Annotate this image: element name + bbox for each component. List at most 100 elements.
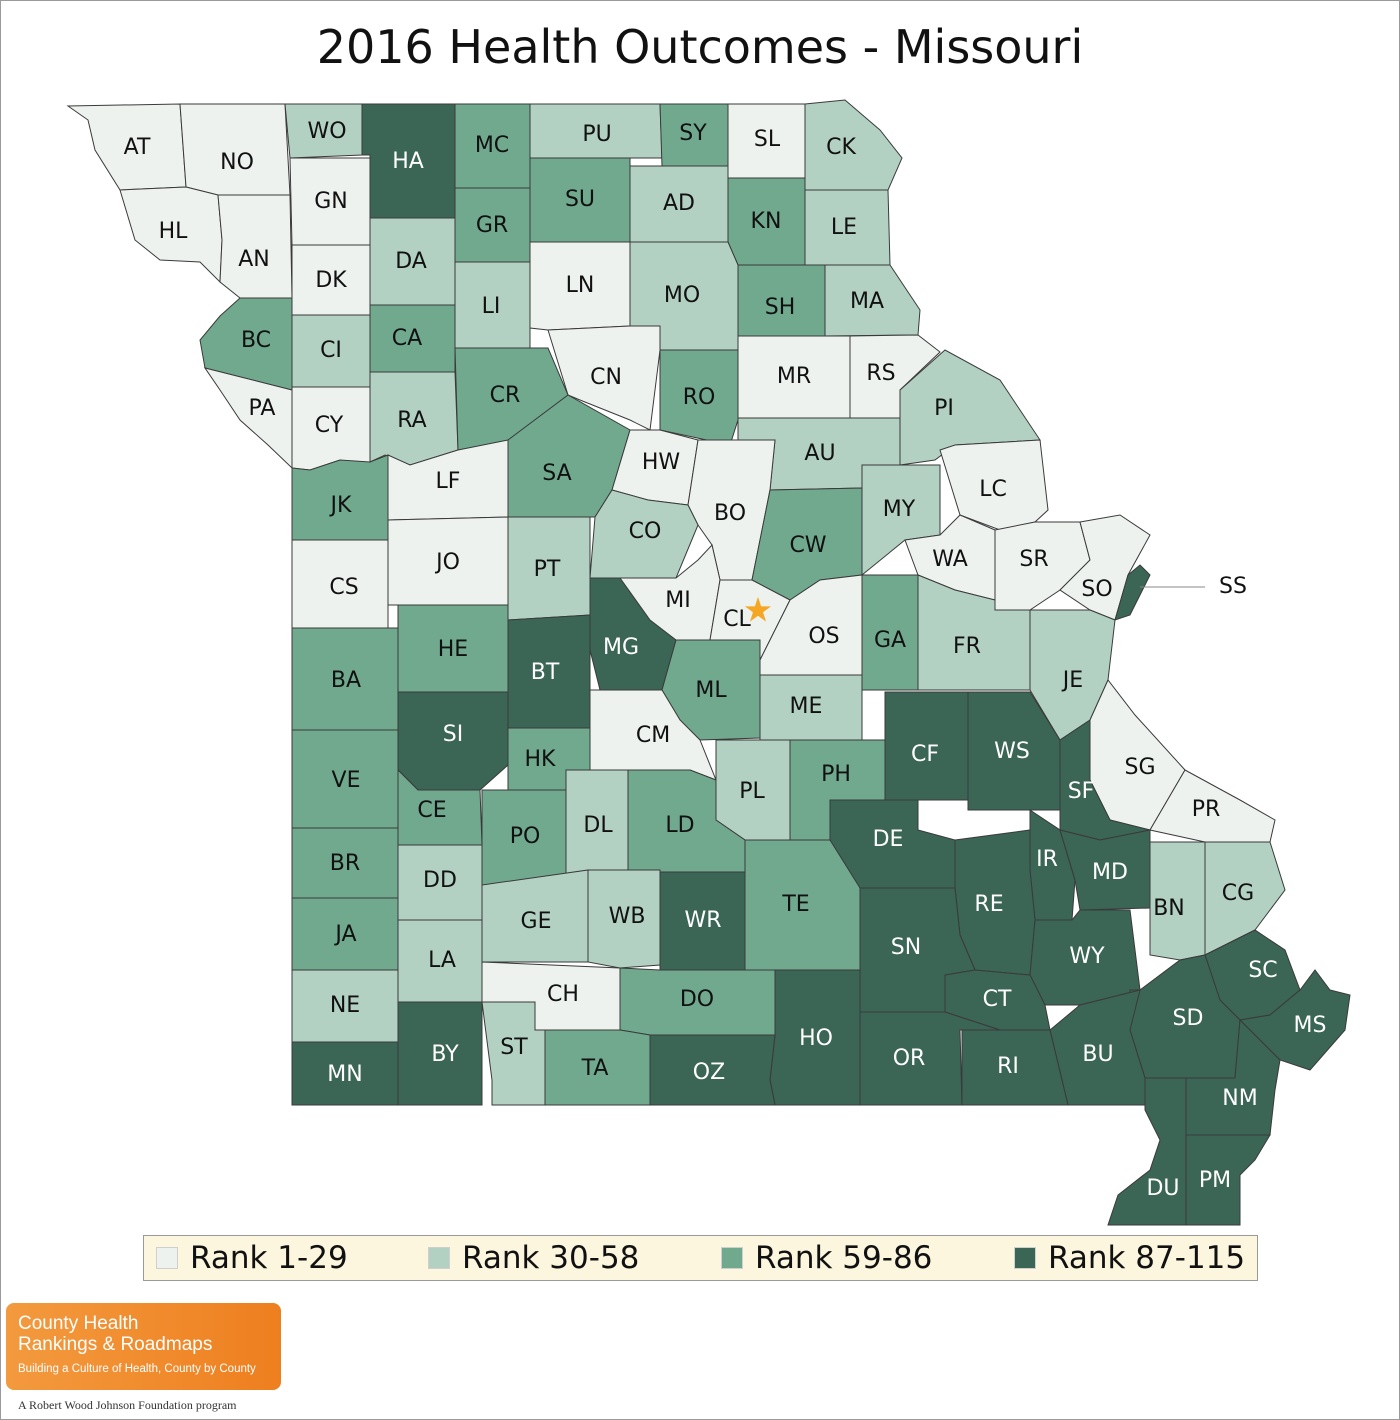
county-label-du: DU <box>1146 1176 1179 1201</box>
county-label-bu: BU <box>1082 1042 1113 1067</box>
county-label-cn: CN <box>590 365 622 390</box>
county-label-cg: CG <box>1222 881 1254 906</box>
county-label-pu: PU <box>582 122 611 147</box>
legend-item-rank-4: Rank 87-115 <box>1014 1236 1245 1280</box>
county-label-oz: OZ <box>693 1060 725 1085</box>
county-label-mc: MC <box>475 133 509 158</box>
county-label-gn: GN <box>314 189 348 214</box>
county-label-sh: SH <box>765 295 796 320</box>
legend-item-rank-3: Rank 59-86 <box>721 1236 932 1280</box>
county-label-ml: ML <box>695 678 727 703</box>
legend-swatch <box>428 1247 450 1269</box>
county-label-ln: LN <box>566 273 595 298</box>
county-label-rs: RS <box>866 361 895 386</box>
county-label-ct: CT <box>983 987 1012 1012</box>
county-label-cy: CY <box>315 413 344 438</box>
logo-tagline: Building a Culture of Health, County by … <box>18 1363 256 1375</box>
county-label-ha: HA <box>392 149 424 174</box>
county-health-rankings-logo[interactable]: County Health Rankings & Roadmaps Buildi… <box>6 1303 281 1390</box>
county-label-wa: WA <box>932 547 968 572</box>
county-label-lf: LF <box>436 469 461 494</box>
county-label-fr: FR <box>953 634 981 659</box>
county-label-ca: CA <box>392 326 422 351</box>
legend-item-rank-1: Rank 1-29 <box>156 1236 348 1280</box>
county-label-dl: DL <box>583 813 613 838</box>
county-label-bt: BT <box>531 660 560 685</box>
county-label-pi: PI <box>934 396 954 421</box>
county-label-by: BY <box>431 1042 459 1067</box>
county-label-jk: JK <box>329 493 352 518</box>
county-label-cw: CW <box>789 533 826 558</box>
county-label-re: RE <box>974 892 1003 917</box>
county-label-kn: KN <box>751 209 782 234</box>
county-label-po: PO <box>510 824 541 849</box>
county-label-or: OR <box>893 1046 926 1071</box>
county-label-mn: MN <box>327 1062 362 1087</box>
county-label-so: SO <box>1081 577 1112 602</box>
county-label-sd: SD <box>1173 1006 1204 1031</box>
county-label-do: DO <box>680 987 714 1012</box>
legend-swatch <box>1014 1247 1036 1269</box>
county-label-wr: WR <box>684 908 721 933</box>
legend-label: Rank 87-115 <box>1048 1240 1245 1276</box>
county-label-sr: SR <box>1019 547 1048 572</box>
county-label-cm: CM <box>636 723 670 748</box>
county-label-sc: SC <box>1248 958 1277 983</box>
county-label-sy: SY <box>679 121 707 146</box>
county-label-ss: SS <box>1219 574 1247 599</box>
county-label-an: AN <box>238 247 270 272</box>
county-label-le: LE <box>831 215 857 240</box>
county-label-mi: MI <box>665 588 690 613</box>
county-label-jo: JO <box>434 550 460 575</box>
county-label-lc: LC <box>979 477 1007 502</box>
county-label-ck: CK <box>826 135 856 160</box>
county-label-ph: PH <box>821 762 851 787</box>
county-label-pl: PL <box>739 779 765 804</box>
county-label-os: OS <box>808 624 839 649</box>
county-label-dk: DK <box>315 268 347 293</box>
county-label-ho: HO <box>799 1026 833 1051</box>
county-label-at: AT <box>124 135 151 160</box>
county-label-ch: CH <box>547 982 579 1007</box>
county-label-md: MD <box>1092 860 1128 885</box>
county-label-dd: DD <box>423 868 457 893</box>
county-label-li: LI <box>482 294 501 319</box>
county-label-ma: MA <box>850 289 884 314</box>
county-label-pr: PR <box>1192 797 1221 822</box>
county-label-au: AU <box>804 441 835 466</box>
logo-title-line2: Rankings & Roadmaps <box>18 1334 212 1356</box>
county-label-de: DE <box>873 827 904 852</box>
county-label-sf: SF <box>1068 779 1095 804</box>
county-label-ve: VE <box>332 768 361 793</box>
county-label-wo: WO <box>307 119 346 144</box>
county-label-st: ST <box>500 1035 528 1060</box>
county-label-ad: AD <box>663 191 695 216</box>
county-label-te: TE <box>781 892 809 917</box>
county-label-me: ME <box>790 694 823 719</box>
county-label-pa: PA <box>249 396 276 421</box>
county-label-cr: CR <box>490 383 521 408</box>
legend-swatch <box>156 1247 178 1269</box>
legend-label: Rank 59-86 <box>755 1240 932 1276</box>
county-label-wb: WB <box>609 904 646 929</box>
county-label-mg: MG <box>603 635 639 660</box>
county-label-my: MY <box>883 497 916 522</box>
county-label-hw: HW <box>642 450 681 475</box>
county-label-je: JE <box>1061 668 1083 693</box>
county-label-ir: IR <box>1036 847 1058 872</box>
county-label-ga: GA <box>874 628 906 653</box>
logo-title-line1: County Health <box>18 1313 138 1335</box>
county-label-ci: CI <box>320 338 342 363</box>
county-label-hk: HK <box>525 747 557 772</box>
county-label-la: LA <box>428 948 456 973</box>
county-label-ge: GE <box>521 909 552 934</box>
legend-label: Rank 30-58 <box>462 1240 639 1276</box>
county-label-ja: JA <box>333 922 356 947</box>
county-label-pm: PM <box>1199 1168 1231 1193</box>
missouri-county-map: AT NO WO HA MC PU SY SL CK HL AN GN DK DA GR SU AD KN LE LI… <box>0 0 1400 1230</box>
county-label-sg: SG <box>1124 755 1155 780</box>
county-label-ms: MS <box>1294 1013 1327 1038</box>
county-label-bc: BC <box>241 328 271 353</box>
county-label-sl: SL <box>754 127 781 152</box>
county-label-ra: RA <box>397 408 426 433</box>
